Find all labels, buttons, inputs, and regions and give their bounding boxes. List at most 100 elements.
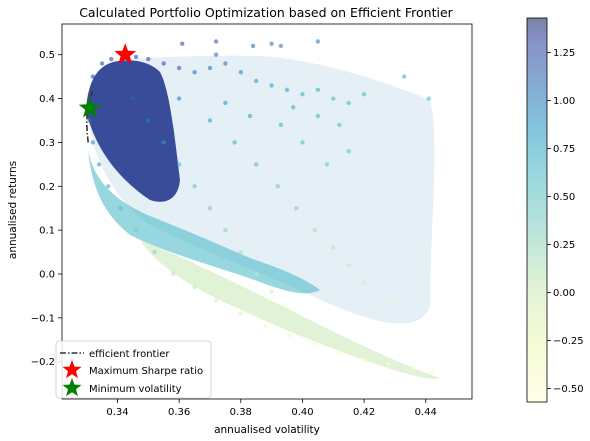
scatter-point (361, 280, 367, 285)
scatter-point (361, 357, 367, 362)
scatter-point (346, 263, 351, 268)
scatter-point (337, 350, 342, 356)
scatter-point (269, 41, 274, 46)
x-tick-label: 0.40 (291, 407, 313, 418)
x-axis-ticks: 0.34 0.36 0.38 0.40 0.42 0.44 (106, 399, 437, 418)
scatter-core-dense (86, 60, 180, 202)
y-tick-label: 0.3 (39, 138, 55, 149)
y-axis-ticks: −0.2 −0.1 0.0 0.1 0.2 0.3 0.4 0.5 (31, 50, 62, 368)
scatter-point (331, 96, 336, 101)
x-axis-label: annualised volatility (214, 424, 320, 436)
y-tick-label: −0.1 (31, 313, 55, 324)
scatter-point (90, 74, 96, 79)
scatter-point (269, 83, 274, 88)
scatter-point (161, 61, 166, 66)
colorbar-tick-label: −0.25 (553, 336, 584, 347)
scatter-point (207, 65, 213, 71)
scatter-point (254, 162, 259, 167)
scatter-point (294, 206, 299, 211)
legend-max-sharpe-label: Maximum Sharpe ratio (89, 366, 203, 377)
x-tick-label: 0.44 (415, 407, 437, 418)
scatter-point (287, 333, 293, 338)
scatter-point (254, 78, 259, 84)
scatter-point (87, 118, 92, 123)
scatter-point (269, 289, 274, 294)
scatter-point (146, 118, 151, 123)
legend-frontier-label: efficient frontier (89, 349, 170, 360)
scatter-tail-light (140, 240, 440, 379)
legend-min-vol-icon (62, 378, 82, 397)
scatter-points (87, 39, 435, 374)
scatter-point (324, 162, 330, 167)
scatter-point (426, 96, 431, 101)
legend: efficient frontier Maximum Sharpe ratio … (55, 340, 212, 399)
scatter-point (207, 206, 213, 211)
scatter-point (284, 306, 290, 312)
x-tick-label: 0.36 (168, 407, 190, 418)
plot-area (85, 39, 440, 379)
scatter-point (361, 92, 367, 97)
y-tick-label: 0.1 (39, 226, 55, 237)
colorbar-tick-label: 0.25 (553, 240, 575, 251)
scatter-point (238, 70, 243, 75)
colorbar-ticks: −0.50 −0.25 0.00 0.25 0.50 0.75 1.00 1.25 (547, 48, 584, 395)
colorbar-tick-label: 1.00 (553, 96, 575, 107)
optimal-markers (78, 43, 137, 118)
scatter-point (109, 56, 114, 62)
scatter-point (192, 285, 197, 290)
scatter-point (250, 43, 256, 49)
scatter-point (213, 39, 219, 44)
y-tick-label: −0.2 (31, 357, 55, 368)
scatter-point (192, 70, 197, 75)
scatter-point (411, 366, 416, 371)
scatter-point (238, 249, 243, 255)
scatter-point (146, 56, 151, 62)
scatter-point (152, 249, 157, 255)
scatter-point (118, 206, 123, 211)
scatter-point (275, 184, 280, 189)
scatter-point (176, 96, 182, 101)
scatter-point (213, 298, 219, 303)
y-axis-label: annualised returns (7, 161, 19, 259)
y-tick-label: 0.4 (39, 94, 55, 105)
colorbar (527, 18, 547, 402)
colorbar-tick-label: 1.25 (553, 48, 575, 59)
legend-max-sharpe-icon (62, 360, 82, 379)
scatter-point (130, 96, 136, 101)
y-tick-label: 0.2 (39, 182, 55, 193)
scatter-point (176, 65, 182, 71)
colorbar-tick-label: 0.75 (553, 144, 575, 155)
scatter-point (300, 92, 305, 97)
scatter-point (207, 118, 213, 123)
scatter-point (402, 74, 407, 79)
colorbar-frame (526, 17, 548, 403)
star-icon (62, 360, 82, 379)
scatter-point (106, 184, 111, 189)
scatter-point (133, 54, 139, 60)
scatter-core-mid (88, 150, 320, 294)
max-sharpe-star (114, 43, 137, 64)
scatter-point (213, 52, 219, 57)
x-tick-label: 0.34 (106, 407, 128, 418)
star-icon (62, 378, 82, 397)
scatter-point (429, 369, 435, 374)
min-volatility-star (78, 96, 101, 118)
scatter-point (315, 39, 321, 44)
scatter-point (291, 105, 296, 110)
scatter-point (180, 41, 185, 46)
scatter-point (223, 227, 228, 233)
colorbar-tick-label: −0.50 (553, 384, 584, 395)
scatter-point (192, 184, 197, 189)
scatter-point (223, 100, 228, 106)
y-tick-label: 0.0 (39, 270, 55, 281)
x-tick-label: 0.42 (353, 407, 375, 418)
plot-frame (61, 23, 473, 400)
scatter-point (386, 361, 391, 367)
scatter-point (386, 298, 391, 303)
x-tick-label: 0.38 (230, 407, 252, 418)
scatter-cloud-base (86, 55, 435, 324)
scatter-point (176, 162, 182, 167)
scatter-point (238, 311, 243, 316)
scatter-point (223, 61, 228, 66)
